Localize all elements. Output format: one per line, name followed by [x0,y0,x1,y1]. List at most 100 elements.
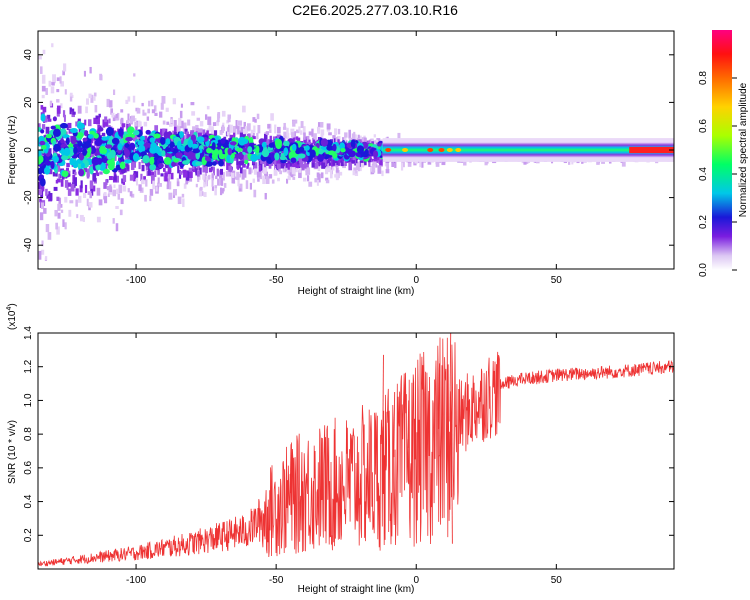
spectrogram-band-cell [274,152,280,161]
spectrogram-speckle [252,136,256,140]
spectrogram-speckle [247,162,250,166]
spectrogram-band-cell [147,152,154,159]
spectrogram-speckle [286,178,289,184]
spectrogram-band-cell [50,160,55,170]
spectrogram-band-cell [76,132,84,139]
spectrogram-speckle [111,112,115,118]
spectrogram-speckle [211,173,214,181]
colorbar-tick-label: 0.2 [698,215,709,229]
spectrogram-speckle [87,191,92,195]
spectrogram-speckle [45,223,50,233]
spectrogram-speckle [305,135,310,143]
spectrogram-speckle [214,185,218,189]
spectrogram-speckle [212,122,217,127]
spectrogram-speckle [57,203,61,211]
spectrogram-band-cell [220,138,226,144]
snr-multiplier-base: (x10 [7,310,18,330]
spectrogram-speckle [190,130,195,136]
spectrogram-speckle [286,167,289,174]
spectrogram-speckle [58,174,61,179]
spectrogram-speckle [219,130,223,135]
spectrogram-speckle [70,183,75,189]
spectrogram-speckle [280,160,285,169]
spectrogram-speckle [166,184,171,190]
spectrogram-speckle [67,188,72,196]
spectrogram-speckle [128,122,131,127]
spectrogram-band-cell [192,148,201,154]
spectrogram-speckle [140,173,143,182]
spectrogram-speckle [126,121,129,130]
spectrogram-speckle [320,122,324,128]
spectrogram-speckle [363,137,367,145]
snr-y-tick-label: 1.4 [23,326,34,340]
spectrogram-speckle [110,191,114,195]
spectrogram-speckle [351,133,356,142]
spectrogram-band-cell [280,159,287,164]
spectrogram-speckle [143,112,147,116]
spectrogram-band-cell [211,142,216,151]
spectrogram-speckle [108,118,111,124]
spectrogram-speckle [400,162,404,171]
spectrogram-speckle [367,158,372,163]
spectrogram-speckle [105,179,108,185]
spectrogram-speckle [288,166,292,176]
spectrogram-speckle [204,114,208,120]
spectrogram-band-cell [348,150,356,158]
spectrogram-speckle [320,134,324,141]
spectrogram-band-cell [175,152,183,159]
spectrogram-speckle [84,119,87,126]
spectrogram-speckle [269,135,272,142]
spectrogram-band-cell [120,158,125,163]
spectrogram-speckle [120,198,124,205]
spectrogram-speckle [308,181,313,187]
spectrogram-speckle [38,123,41,131]
spectrogram-speckle [47,232,52,240]
spectrogram-speckle [113,176,117,181]
spectrogram-speckle [176,181,180,187]
spectrogram-speckle [263,137,268,142]
spectrogram-speckle [62,219,65,227]
spectrogram-band-cell [124,159,132,164]
spectrogram-speckle [56,89,60,93]
spectrogram-band-cell [145,129,151,135]
spectrogram-speckle [222,188,225,192]
spectrogram-speckle [114,117,119,121]
spectrogram-speckle [131,148,135,152]
spectrogram-band-cell [211,161,217,166]
spectrogram-speckle [263,133,268,140]
spectrogram-speckle [239,132,243,141]
spectrogram-speckle [360,162,364,168]
spectrogram-band-cell [283,147,289,157]
snr-x-label: Height of straight line (km) [298,584,415,595]
spectrogram-speckle [176,125,181,133]
spectrogram-speckle [120,135,124,139]
spectrogram-speckle [173,189,177,196]
spectrogram-speckle [295,119,298,124]
spectrogram-speckle [49,100,53,107]
spectrogram-band-cell [105,144,113,149]
spectrogram-speckle [76,214,79,219]
spectrogram-band-cell [69,157,75,166]
spectrogram-speckle [52,171,56,177]
spectrogram-band-cell [350,139,356,148]
spectrogram-speckle [238,161,241,169]
spectrogram-band-cell [301,157,309,162]
spectrogram-speckle [358,139,362,144]
spectrogram-speckle [225,171,230,177]
spectrogram-speckle [149,188,154,196]
spectrogram-band-cell [206,147,213,154]
spectrogram-band-cell [275,141,282,150]
spectrogram-band-cell [52,128,61,137]
spectrogram-speckle [184,128,188,134]
spectrogram-band-cell [60,122,68,129]
spectrogram-speckle [256,113,260,120]
spectrogram-band-cell [45,133,52,139]
spectrogram-band-cell [142,155,150,164]
snr-y-label: SNR (10 * v/v) [7,420,18,484]
spectrogram-band-cell [163,156,172,165]
spectrogram-speckle [82,216,86,222]
snr-y-tick-label: 0.4 [23,494,34,508]
spectrogram-speckle [44,256,48,261]
spectrogram-speckle [202,163,206,173]
spectrogram-speckle [182,169,187,173]
